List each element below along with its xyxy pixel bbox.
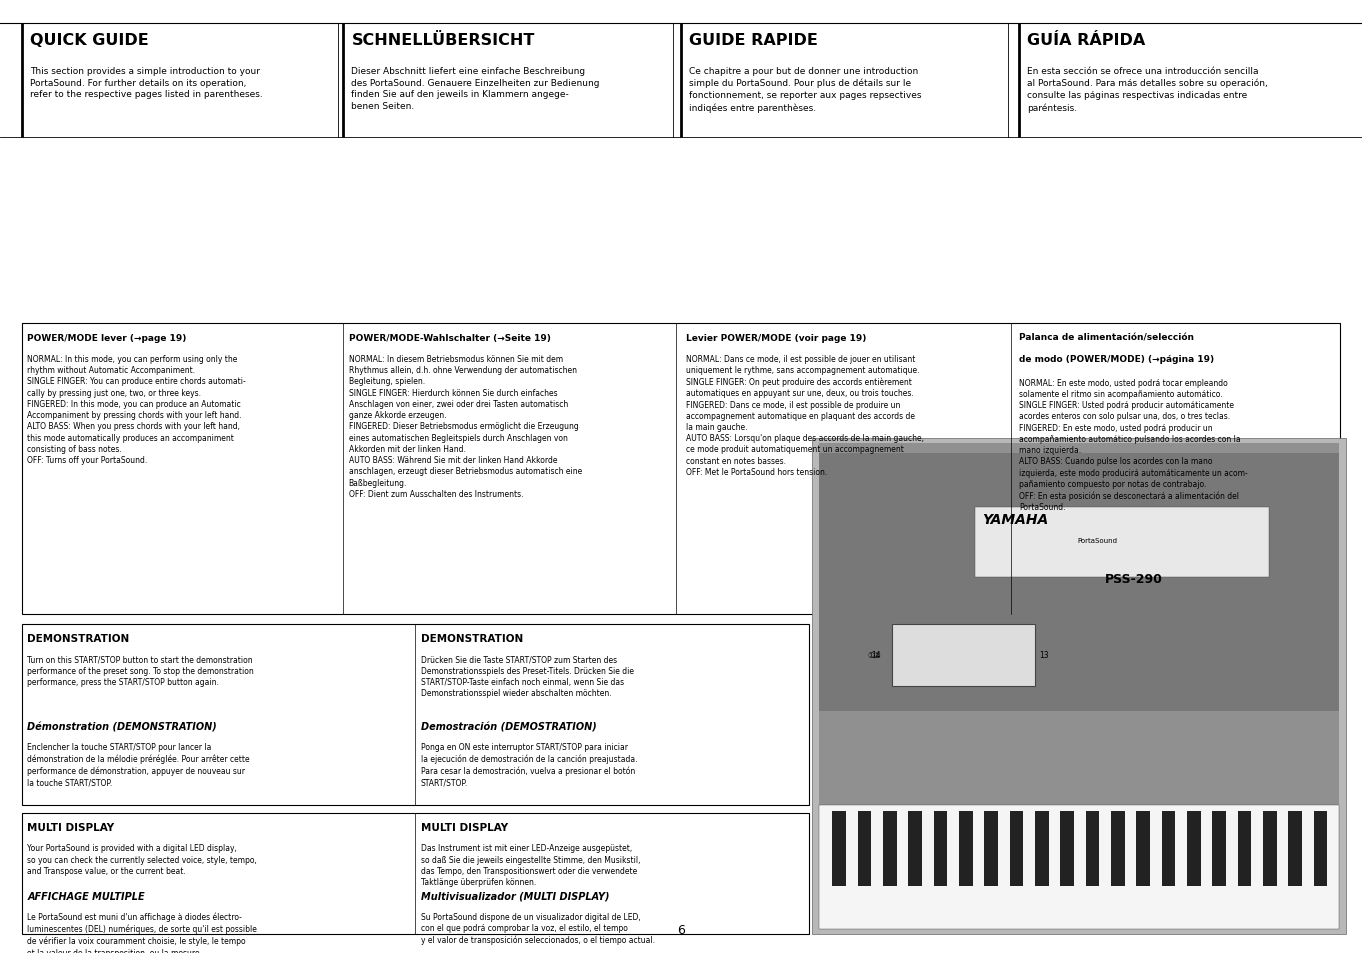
- Bar: [1288, 811, 1302, 886]
- Text: Su PortaSound dispone de un visualizador digital de LED,
con el que podrá compro: Su PortaSound dispone de un visualizador…: [421, 912, 655, 944]
- Bar: [22, 813, 809, 934]
- Text: NORMAL: In this mode, you can perform using only the
rhythm without Automatic Ac: NORMAL: In this mode, you can perform us…: [27, 355, 247, 464]
- Text: de modo (POWER/MODE) (→página 19): de modo (POWER/MODE) (→página 19): [1019, 355, 1214, 363]
- Text: Enclencher la touche START/STOP pour lancer la
démonstration de la mélodie préré: Enclencher la touche START/STOP pour lan…: [27, 742, 249, 786]
- Bar: [1009, 811, 1023, 886]
- Text: Démonstration (DEMONSTRATION): Démonstration (DEMONSTRATION): [27, 721, 217, 731]
- Text: Palanca de alimentación/selección: Palanca de alimentación/selección: [1019, 334, 1193, 342]
- Text: POWER/MODE lever (→page 19): POWER/MODE lever (→page 19): [27, 334, 187, 342]
- Text: GUIDE RAPIDE: GUIDE RAPIDE: [689, 33, 819, 49]
- Text: PSS-290: PSS-290: [1105, 572, 1162, 585]
- Text: Your PortaSound is provided with a digital LED display,
so you can check the cur: Your PortaSound is provided with a digit…: [27, 843, 257, 875]
- Text: YAMAHA: YAMAHA: [982, 513, 1049, 527]
- Text: SCHNELLÜBERSICHT: SCHNELLÜBERSICHT: [351, 33, 535, 49]
- Bar: [883, 811, 896, 886]
- Text: ①②: ①②: [868, 651, 881, 659]
- Bar: [1035, 811, 1049, 886]
- Text: Dieser Abschnitt liefert eine einfache Beschreibung
des PortaSound. Genauere Ein: Dieser Abschnitt liefert eine einfache B…: [351, 67, 599, 112]
- Text: 13: 13: [1039, 651, 1049, 659]
- Text: Le PortaSound est muni d'un affichage à diodes électro-
luminescentes (DEL) numé: Le PortaSound est muni d'un affichage à …: [27, 912, 257, 953]
- Bar: [812, 438, 1346, 934]
- Bar: [1060, 811, 1075, 886]
- Bar: [832, 811, 846, 886]
- Bar: [892, 624, 1035, 686]
- Bar: [819, 454, 1339, 711]
- Bar: [1212, 811, 1226, 886]
- Text: DEMONSTRATION: DEMONSTRATION: [421, 634, 523, 643]
- Text: MULTI DISPLAY: MULTI DISPLAY: [27, 822, 114, 832]
- Text: Ce chapitre a pour but de donner une introduction
simple du PortaSound. Pour plu: Ce chapitre a pour but de donner une int…: [689, 67, 922, 112]
- Bar: [975, 508, 1269, 578]
- Bar: [1162, 811, 1175, 886]
- Bar: [1186, 811, 1201, 886]
- Bar: [1086, 811, 1099, 886]
- Bar: [959, 811, 972, 886]
- Text: En esta sección se ofrece una introducción sencilla
al PortaSound. Para más deta: En esta sección se ofrece una introducci…: [1027, 67, 1268, 112]
- Text: NORMAL: En este modo, usted podrá tocar empleando
solamente el ritmo sin acompañ: NORMAL: En este modo, usted podrá tocar …: [1019, 378, 1248, 512]
- Text: Das Instrument ist mit einer LED-Anzeige ausgерüstet,
so daß Sie die jeweils ein: Das Instrument ist mit einer LED-Anzeige…: [421, 843, 640, 886]
- Text: Turn on this START/STOP button to start the demonstration
performance of the pre: Turn on this START/STOP button to start …: [27, 655, 253, 686]
- Bar: [908, 811, 922, 886]
- Text: NORMAL: In diesem Betriebsmodus können Sie mit dem
Rhythmus allein, d.h. ohne Ve: NORMAL: In diesem Betriebsmodus können S…: [349, 355, 582, 498]
- Text: AFFICHAGE MULTIPLE: AFFICHAGE MULTIPLE: [27, 891, 144, 901]
- Text: Demostración (DEMOSTRATION): Demostración (DEMOSTRATION): [421, 721, 597, 731]
- Bar: [22, 324, 1340, 615]
- Text: POWER/MODE-Wahlschalter (→Seite 19): POWER/MODE-Wahlschalter (→Seite 19): [349, 334, 550, 342]
- Text: Levier POWER/MODE (voir page 19): Levier POWER/MODE (voir page 19): [686, 334, 866, 342]
- Text: PortaSound: PortaSound: [1077, 537, 1117, 543]
- Text: NORMAL: Dans ce mode, il est possible de jouer en utilisant
uniquement le rythme: NORMAL: Dans ce mode, il est possible de…: [686, 355, 925, 476]
- Text: 6: 6: [677, 923, 685, 936]
- Text: MULTI DISPLAY: MULTI DISPLAY: [421, 822, 508, 832]
- Text: GUÍA RÁPIDA: GUÍA RÁPIDA: [1027, 33, 1145, 49]
- Text: Multivisualizador (MULTI DISPLAY): Multivisualizador (MULTI DISPLAY): [421, 891, 609, 901]
- Text: This section provides a simple introduction to your
PortaSound. For further deta: This section provides a simple introduct…: [30, 67, 263, 99]
- Text: QUICK GUIDE: QUICK GUIDE: [30, 33, 148, 49]
- Bar: [0, 0, 1362, 138]
- Text: Drücken Sie die Taste START/STOP zum Starten des
Demonstrationsspiels des Preset: Drücken Sie die Taste START/STOP zum Sta…: [421, 655, 633, 698]
- Bar: [819, 443, 1339, 929]
- Bar: [985, 811, 998, 886]
- Bar: [22, 624, 809, 805]
- Bar: [1136, 811, 1150, 886]
- Bar: [819, 805, 1339, 929]
- Text: DEMONSTRATION: DEMONSTRATION: [27, 634, 129, 643]
- Bar: [1263, 811, 1276, 886]
- Text: 14: 14: [872, 651, 881, 659]
- Bar: [1238, 811, 1252, 886]
- Bar: [933, 811, 948, 886]
- Bar: [1313, 811, 1328, 886]
- Bar: [1111, 811, 1125, 886]
- Text: Ponga en ON este interruptor START/STOP para iniciar
la ejecución de demostració: Ponga en ON este interruptor START/STOP …: [421, 742, 637, 786]
- Bar: [858, 811, 872, 886]
